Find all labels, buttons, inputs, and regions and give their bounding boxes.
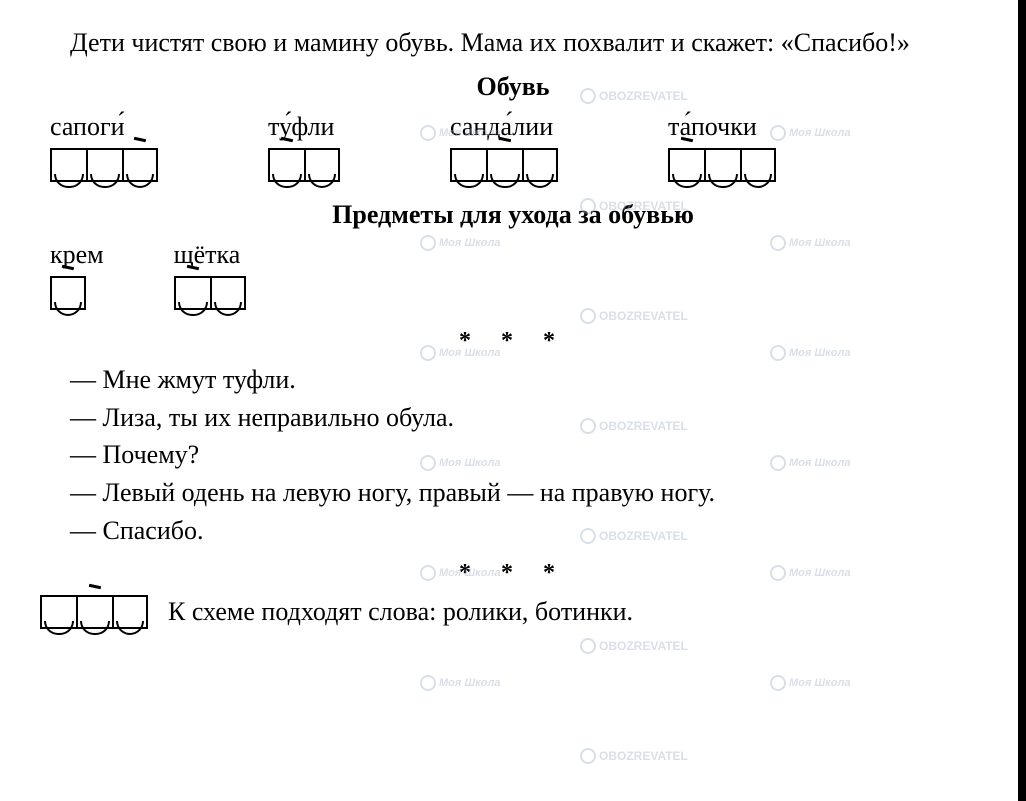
syllable-box	[50, 276, 86, 310]
syllable-boxes	[50, 276, 86, 310]
syllable-box	[704, 148, 740, 182]
watermark: Моя Школа	[770, 675, 850, 691]
intro-paragraph: Дети чистят свою и мамину обувь. Мама их…	[40, 25, 986, 60]
syllable-boxes	[668, 148, 776, 182]
watermark: OBOZREVATEL	[580, 748, 688, 764]
dialogue-line: — Спасибо.	[40, 512, 986, 550]
word-block: крем	[50, 240, 104, 310]
word-block: сапоги́	[50, 112, 158, 182]
footer-boxes	[40, 595, 148, 629]
dialogue-line: — Левый одень на левую ногу, правый — на…	[40, 474, 986, 512]
dialogue-line: — Мне жмут туфли.	[40, 361, 986, 399]
syllable-boxes	[450, 148, 558, 182]
dialogue-line: — Лиза, ты их неправильно обула.	[40, 399, 986, 437]
syllable-box	[174, 276, 210, 310]
watermark: Моя Школа	[420, 675, 500, 691]
dialogue-block: — Мне жмут туфли.— Лиза, ты их неправиль…	[40, 361, 986, 549]
section2-words-row: крем щётка	[40, 240, 986, 310]
word-label: сапоги́	[50, 112, 125, 142]
syllable-boxes	[268, 148, 340, 182]
syllable-boxes	[174, 276, 246, 310]
syllable-box	[50, 148, 86, 182]
syllable-box	[522, 148, 558, 182]
syllable-box	[112, 595, 148, 629]
word-label: ту́фли	[268, 112, 334, 142]
word-block: щётка	[174, 240, 246, 310]
syllable-box	[210, 276, 246, 310]
syllable-box	[486, 148, 522, 182]
syllable-boxes	[50, 148, 158, 182]
watermark: OBOZREVATEL	[580, 308, 688, 324]
syllable-box	[122, 148, 158, 182]
word-block: ту́фли	[268, 112, 340, 182]
stars-separator-1: * * *	[40, 328, 986, 355]
syllable-box	[76, 595, 112, 629]
syllable-box	[304, 148, 340, 182]
right-border-decoration	[1018, 0, 1026, 801]
syllable-box	[740, 148, 776, 182]
watermark: OBOZREVATEL	[580, 638, 688, 654]
syllable-box	[40, 595, 76, 629]
word-label: крем	[50, 240, 104, 270]
stars-separator-2: * * *	[40, 560, 986, 587]
syllable-box	[86, 148, 122, 182]
footer-text: К схеме подходят слова: ролики, ботинки.	[168, 597, 633, 627]
word-block: та́почки	[668, 112, 776, 182]
word-block: санда́лии	[450, 112, 558, 182]
footer-row: К схеме подходят слова: ролики, ботинки.	[40, 595, 986, 629]
syllable-box	[668, 148, 704, 182]
section1-words-row: сапоги́ ту́фли санда́лии та́почки	[40, 112, 986, 182]
word-label: щётка	[174, 240, 241, 270]
syllable-box	[450, 148, 486, 182]
section1-title: Обувь	[40, 72, 986, 102]
section2-title: Предметы для ухода за обувью	[40, 200, 986, 230]
syllable-box	[268, 148, 304, 182]
dialogue-line: — Почему?	[40, 436, 986, 474]
